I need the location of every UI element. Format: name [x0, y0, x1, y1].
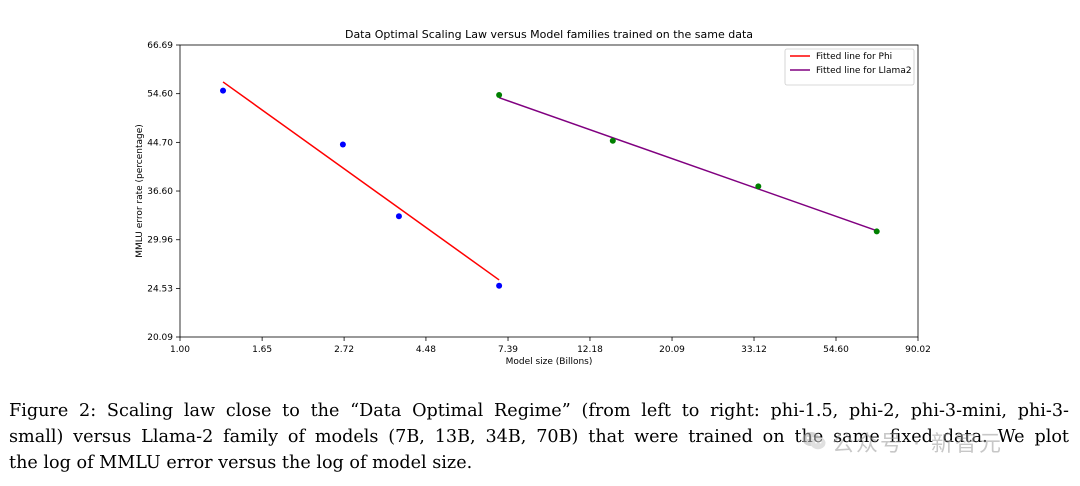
legend-label: Fitted line for Llama2	[816, 66, 912, 76]
x-tick-label: 1.65	[252, 345, 272, 355]
y-tick-label: 66.69	[147, 41, 173, 51]
x-tick-label: 54.60	[823, 345, 849, 355]
data-point	[339, 141, 346, 148]
caption-line: Figure 2: Scaling law close to the “Data…	[9, 401, 1069, 421]
x-tick-label: 90.02	[905, 345, 931, 355]
scaling-law-chart: 1.00 1.65 2.72 4.48 7.39 12.18 20.09 33.12 54.60…	[135, 28, 931, 367]
y-tick-label: 44.70	[147, 138, 173, 148]
y-tick-label: 24.53	[147, 284, 173, 294]
data-point	[873, 228, 880, 235]
x-tick-label: 2.72	[334, 345, 354, 355]
x-tick-label: 4.48	[416, 345, 436, 355]
fitted-line	[498, 97, 877, 232]
data-point	[220, 87, 227, 94]
legend-box	[784, 48, 915, 86]
plot-frame	[179, 44, 919, 338]
x-tick-label: 1.00	[170, 345, 190, 355]
y-tick-label: 29.96	[147, 236, 173, 246]
legend-label: Fitted line for Phi	[816, 52, 892, 62]
fitted-line	[222, 81, 500, 281]
y-tick-label: 36.60	[147, 187, 173, 197]
data-point	[395, 213, 402, 220]
x-tick-label: 12.18	[577, 345, 603, 355]
data-point	[755, 183, 762, 190]
x-axis-label: Model size (Billons)	[506, 357, 593, 367]
chart-title: Data Optimal Scaling Law versus Model fa…	[345, 28, 753, 41]
watermark: 公众号 · 新智元	[802, 424, 1062, 458]
y-axis-label: MMLU error rate (percentage)	[135, 124, 145, 258]
data-point	[496, 282, 503, 289]
y-tick-label: 54.60	[147, 90, 173, 100]
x-tick-label: 33.12	[741, 345, 767, 355]
watermark-text: 公众号 · 新智元	[832, 432, 1003, 457]
caption-line: the log of MMLU error versus the log of …	[9, 453, 473, 473]
x-tick-label: 7.39	[498, 345, 518, 355]
x-tick-label: 20.09	[659, 345, 685, 355]
figure: 1.00 1.65 2.72 4.48 7.39 12.18 20.09 33.12 54.60…	[135, 28, 931, 367]
y-tick-label: 20.09	[147, 333, 173, 343]
data-point	[496, 92, 503, 99]
data-point	[609, 137, 616, 144]
wechat-icon	[802, 432, 826, 450]
